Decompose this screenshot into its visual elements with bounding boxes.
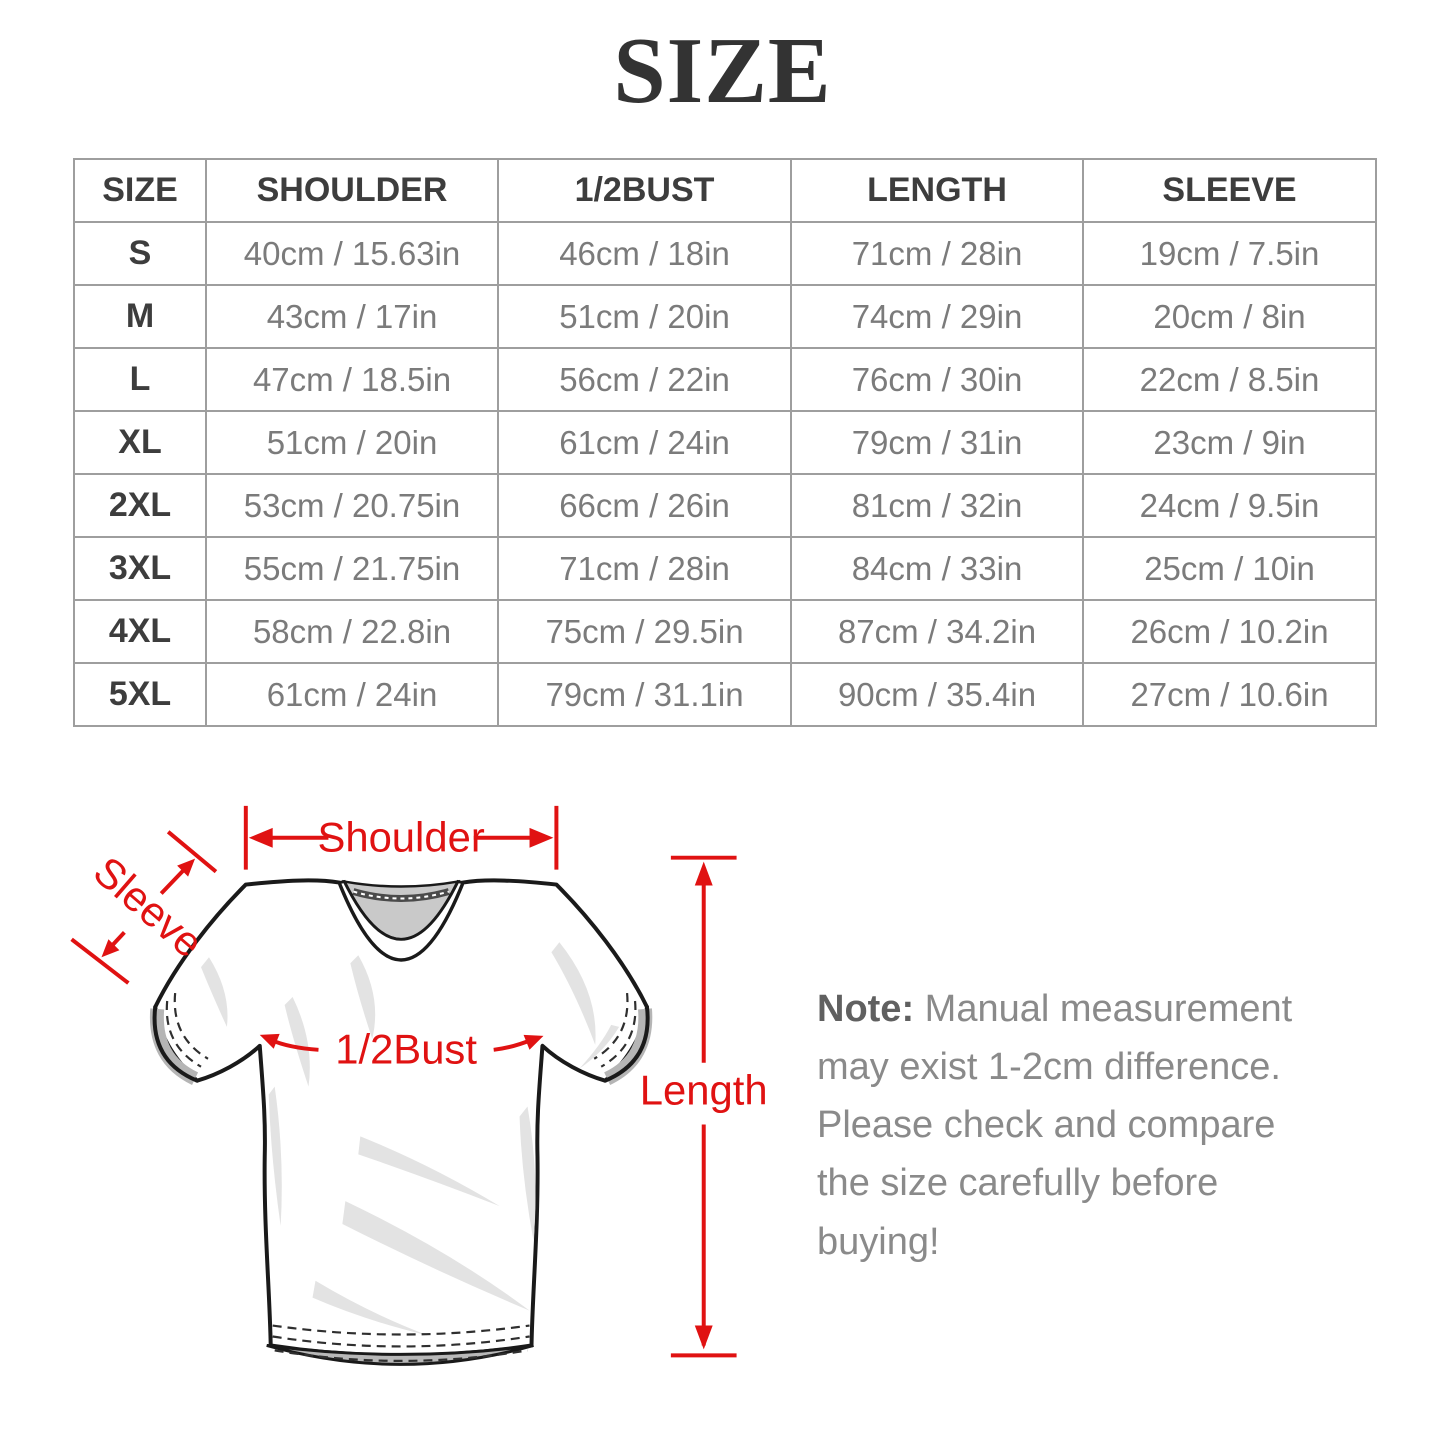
measurement-cell: 58cm / 22.8in (205, 599, 499, 664)
measurement-cell: 43cm / 17in (205, 284, 499, 349)
table-row: S 40cm / 15.63in 46cm / 18in 71cm / 28in… (73, 221, 1377, 286)
column-header-sleeve: SLEEVE (1082, 158, 1377, 223)
table-row: 5XL 61cm / 24in 79cm / 31.1in 90cm / 35.… (73, 662, 1377, 727)
bust-arrowhead-right (523, 1034, 544, 1050)
measurement-cell: 75cm / 29.5in (497, 599, 792, 664)
measurement-cell: 66cm / 26in (497, 473, 792, 538)
size-cell: L (73, 347, 207, 412)
measurement-cell: 81cm / 32in (790, 473, 1084, 538)
measurement-cell: 46cm / 18in (497, 221, 792, 286)
column-header-size: SIZE (73, 158, 207, 223)
size-cell: S (73, 221, 207, 286)
length-label: Length (640, 1067, 768, 1114)
measurement-cell: 53cm / 20.75in (205, 473, 499, 538)
measurement-cell: 90cm / 35.4in (790, 662, 1084, 727)
size-cell: 5XL (73, 662, 207, 727)
collar-band (337, 879, 465, 961)
page-title: SIZE (613, 19, 832, 123)
shoulder-arrowhead-left (248, 827, 273, 848)
table-row: L 47cm / 18.5in 56cm / 22in 76cm / 30in … (73, 347, 1377, 412)
size-table: SIZE SHOULDER 1/2BUST LENGTH SLEEVE S 40… (73, 158, 1377, 727)
hem-underside (266, 1343, 534, 1366)
note-label: Note: (817, 988, 915, 1030)
tshirt-illustration (149, 878, 653, 1366)
measurement-cell: 79cm / 31.1in (497, 662, 792, 727)
table-row: M 43cm / 17in 51cm / 20in 74cm / 29in 20… (73, 284, 1377, 349)
size-cell: 4XL (73, 599, 207, 664)
sleeve-tick-lower (70, 937, 130, 985)
measurement-cell: 24cm / 9.5in (1082, 473, 1377, 538)
column-header-length: LENGTH (790, 158, 1084, 223)
measurement-cell: 27cm / 10.6in (1082, 662, 1377, 727)
table-row: 4XL 58cm / 22.8in 75cm / 29.5in 87cm / 3… (73, 599, 1377, 664)
measurement-cell: 61cm / 24in (205, 662, 499, 727)
measurement-cell: 76cm / 30in (790, 347, 1084, 412)
measurement-cell: 55cm / 21.75in (205, 536, 499, 601)
note-text: Manual measurement may exist 1-2cm diffe… (817, 988, 1293, 1263)
size-cell: 3XL (73, 536, 207, 601)
header-row: SIZE SHOULDER 1/2BUST LENGTH SLEEVE (73, 158, 1377, 223)
neck-stitch-dots (353, 890, 450, 900)
length-arrowhead-up (694, 861, 713, 886)
tshirt-measurement-diagram: Shoulder Sleeve 1/2Bust Lengt (70, 805, 768, 1366)
table-row: 3XL 55cm / 21.75in 71cm / 28in 84cm / 33… (73, 536, 1377, 601)
size-cell: M (73, 284, 207, 349)
measurement-cell: 79cm / 31in (790, 410, 1084, 475)
size-cell: 2XL (73, 473, 207, 538)
sleeve-arrowhead-lower (101, 939, 120, 958)
table-row: 2XL 53cm / 20.75in 66cm / 26in 81cm / 32… (73, 473, 1377, 538)
measurement-cell: 19cm / 7.5in (1082, 221, 1377, 286)
shoulder-annotation: Shoulder (243, 805, 559, 870)
measurement-cell: 84cm / 33in (790, 536, 1084, 601)
measurement-cell: 87cm / 34.2in (790, 599, 1084, 664)
measurement-cell: 25cm / 10in (1082, 536, 1377, 601)
shoulder-label: Shoulder (317, 814, 484, 861)
sleeve-arrowhead-upper (177, 858, 196, 877)
half-bust-label: 1/2Bust (335, 1026, 477, 1073)
measurement-cell: 26cm / 10.2in (1082, 599, 1377, 664)
measurement-cell: 22cm / 8.5in (1082, 347, 1377, 412)
measurement-cell: 51cm / 20in (205, 410, 499, 475)
measurement-cell: 61cm / 24in (497, 410, 792, 475)
bust-arrowhead-left (259, 1033, 280, 1049)
measurement-cell: 71cm / 28in (790, 221, 1084, 286)
measurement-cell: 56cm / 22in (497, 347, 792, 412)
measurement-cell: 40cm / 15.63in (205, 221, 499, 286)
length-annotation: Length (640, 855, 768, 1358)
size-cell: XL (73, 410, 207, 475)
measurement-cell: 51cm / 20in (497, 284, 792, 349)
half-bust-annotation: 1/2Bust (259, 1026, 544, 1073)
measurement-cell: 20cm / 8in (1082, 284, 1377, 349)
column-header-shoulder: SHOULDER (205, 158, 499, 223)
measurement-cell: 74cm / 29in (790, 284, 1084, 349)
shoulder-arrowhead-right (529, 827, 554, 848)
wrinkle-shading (201, 942, 620, 1336)
measurement-cell: 47cm / 18.5in (205, 347, 499, 412)
table-row: XL 51cm / 20in 61cm / 24in 79cm / 31in 2… (73, 410, 1377, 475)
tshirt-body (153, 878, 649, 1358)
measurement-cell: 71cm / 28in (497, 536, 792, 601)
measurement-cell: 23cm / 9in (1082, 410, 1377, 475)
sleeve-label: Sleeve (85, 847, 212, 966)
sleeve-tick-upper (166, 830, 218, 874)
column-header-half-bust: 1/2BUST (497, 158, 792, 223)
measurement-note: Note: Manual measurement may exist 1-2cm… (817, 980, 1337, 1271)
length-arrowhead-down (694, 1325, 713, 1350)
sleeve-annotation: Sleeve (70, 830, 218, 985)
right-cuff-edge (603, 1005, 650, 1083)
left-cuff-edge (152, 1005, 200, 1083)
